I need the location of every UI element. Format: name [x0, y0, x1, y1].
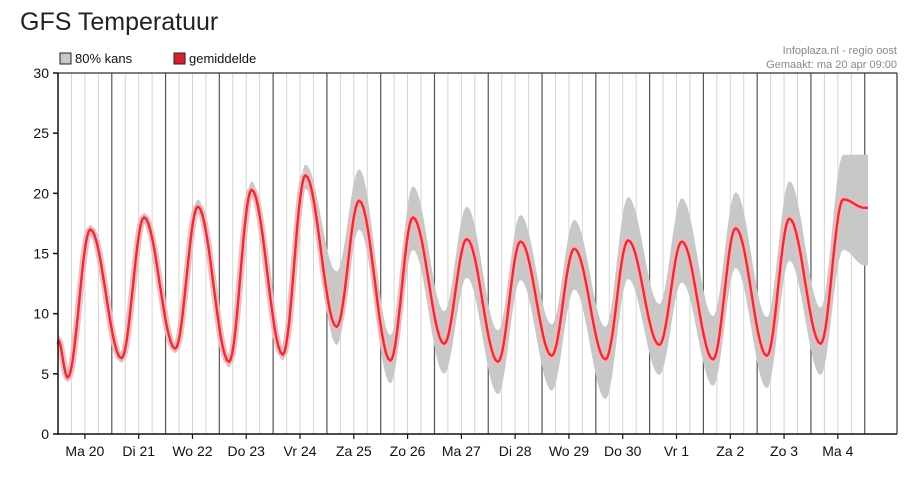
x-tick-label: Ma 27	[442, 443, 481, 459]
y-tick-label: 20	[33, 185, 49, 201]
y-tick-label: 5	[41, 366, 49, 382]
generated-timestamp: Gemaakt: ma 20 apr 09:00	[766, 59, 897, 71]
x-tick-label: Di 28	[499, 443, 532, 459]
y-tick-label: 0	[41, 426, 49, 442]
x-tick-label: Za 2	[716, 443, 744, 459]
legend-label-band: 80% kans	[75, 51, 133, 66]
source-label: Infoplaza.nl - regio oost	[783, 45, 897, 57]
legend-label-mean: gemiddelde	[189, 51, 256, 66]
y-tick-label: 10	[33, 306, 49, 322]
legend-swatch-mean	[173, 52, 186, 65]
x-tick-label: Za 25	[336, 443, 372, 459]
legend-swatch-band	[59, 52, 72, 65]
page-title: GFS Temperatuur	[20, 8, 219, 36]
series-line-gemiddelde	[57, 174, 869, 379]
y-tick-label: 15	[33, 246, 49, 262]
x-tick-label: Do 30	[604, 443, 642, 459]
x-tick-label: Zo 26	[390, 443, 426, 459]
x-tick-label: Vr 1	[664, 443, 689, 459]
x-tick-label: Ma 4	[822, 443, 853, 459]
x-tick-label: Wo 22	[172, 443, 212, 459]
x-tick-label: Zo 3	[770, 443, 798, 459]
x-tick-label: Di 21	[122, 443, 155, 459]
x-tick-label: Ma 20	[65, 443, 104, 459]
x-tick-label: Do 23	[228, 443, 266, 459]
x-tick-label: Vr 24	[284, 443, 317, 459]
y-tick-label: 30	[33, 65, 49, 81]
y-tick-label: 25	[33, 125, 49, 141]
x-tick-label: Wo 29	[549, 443, 589, 459]
